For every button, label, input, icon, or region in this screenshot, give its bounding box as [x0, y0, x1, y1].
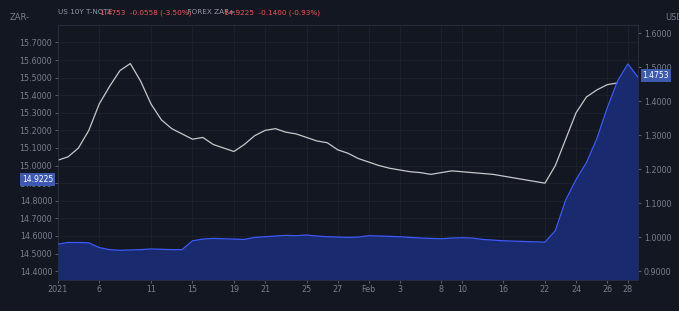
Text: 14.9225: 14.9225: [22, 175, 54, 184]
Y-axis label: USD-: USD-: [665, 13, 679, 22]
Text: US 10Y T-NOTE: US 10Y T-NOTE: [58, 9, 117, 15]
Text: 1.4753: 1.4753: [642, 71, 669, 80]
Text: 1.4753  -0.0558 (-3.50%): 1.4753 -0.0558 (-3.50%): [100, 9, 192, 16]
Y-axis label: ZAR-: ZAR-: [10, 13, 30, 22]
Text: FOREX ZAR=: FOREX ZAR=: [183, 9, 240, 15]
Text: 14.9225  -0.1400 (-0.93%): 14.9225 -0.1400 (-0.93%): [224, 9, 320, 16]
